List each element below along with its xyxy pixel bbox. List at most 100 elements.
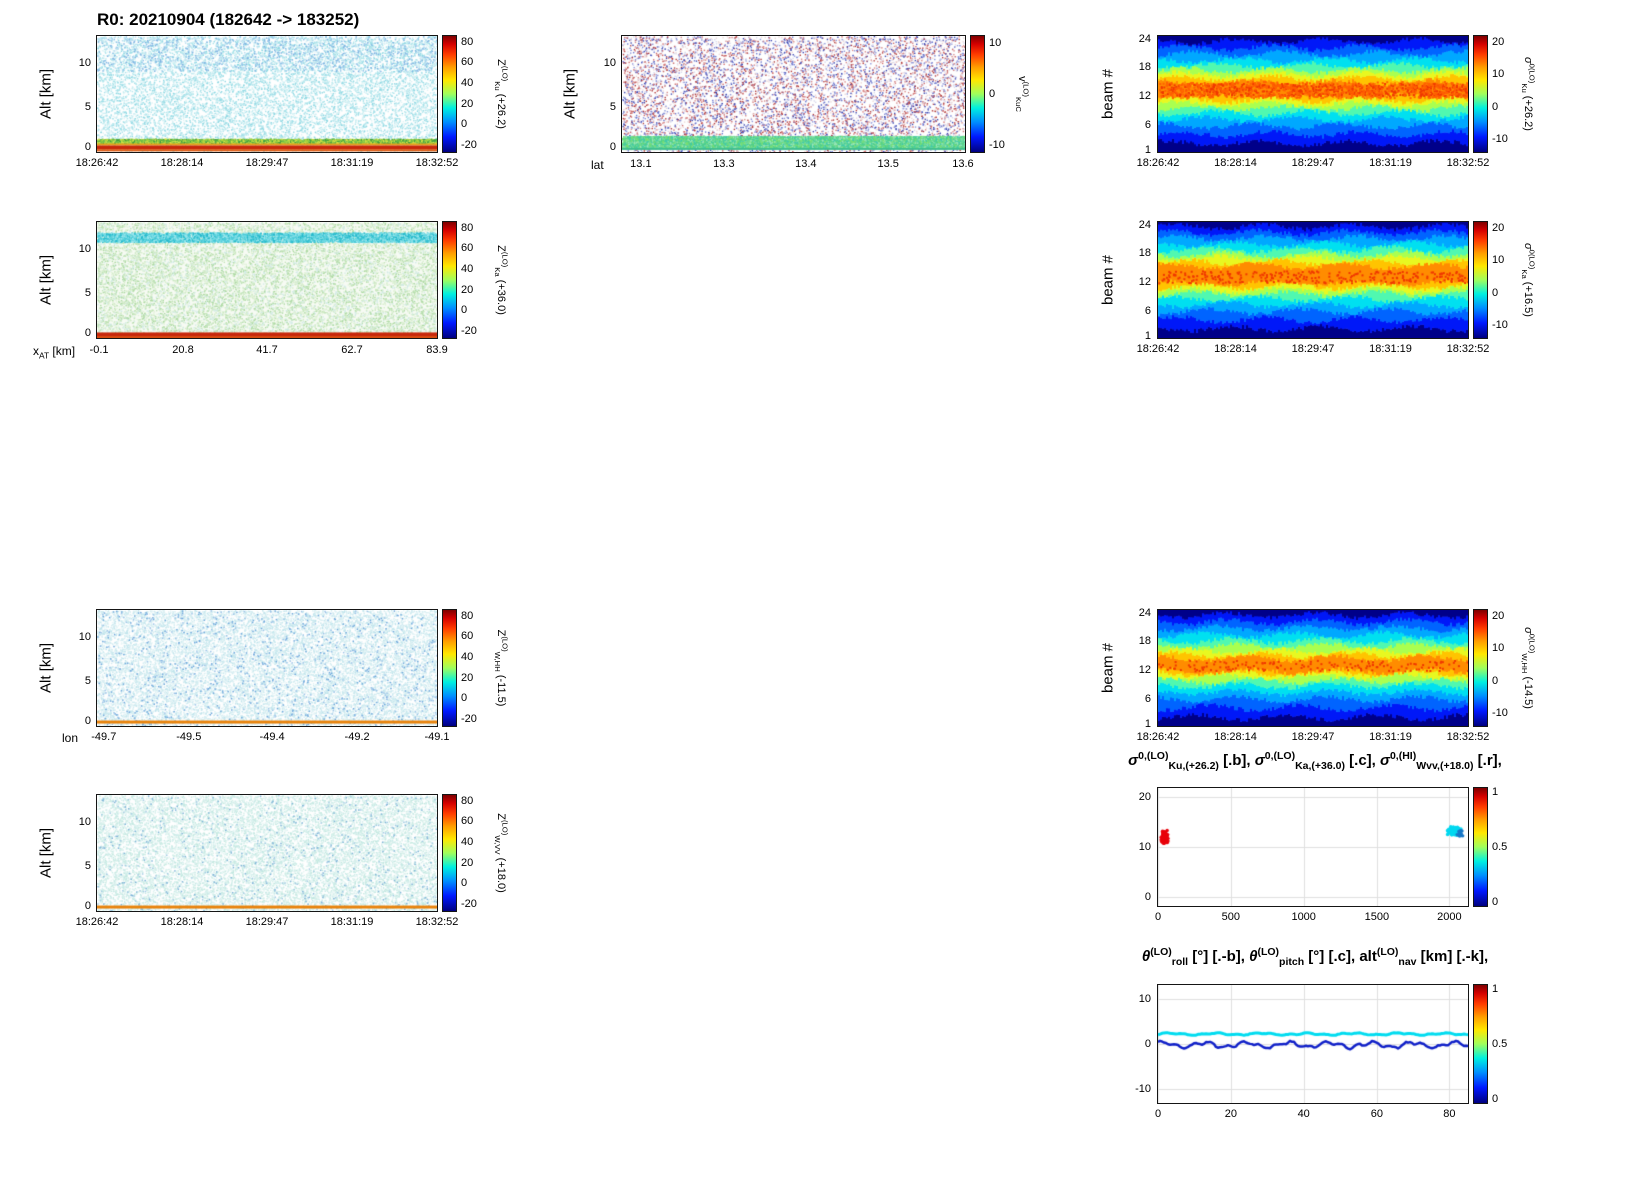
sigma-ku-cbar-ticks: 20 10 0 -10	[1489, 36, 1519, 152]
label-part: Z	[495, 245, 507, 252]
tick-label: 41.7	[256, 344, 278, 356]
sigma-whh-colorbar	[1473, 609, 1488, 727]
tick-label: 80	[461, 35, 474, 48]
figure-title: R0: 20210904 (182642 -> 183252)	[97, 10, 360, 29]
sigma-ka-heatmap	[1158, 222, 1468, 338]
label-part: 0,(HI)	[1389, 750, 1417, 762]
tick-label: 40	[461, 836, 474, 849]
tick-label: 20	[1224, 1108, 1237, 1120]
label-part: σ	[1254, 752, 1265, 769]
label-part: Ku	[1519, 83, 1529, 93]
tick-label: 12	[1138, 664, 1151, 677]
tick-label: 0	[1144, 1038, 1151, 1050]
tick-label: 10	[78, 815, 91, 828]
tick-label: 18:28:14	[1214, 731, 1257, 743]
vkuc-xticks: 13.1 13.3 13.4 13.5 13.6	[622, 158, 974, 173]
vkuc-heatmap	[622, 36, 965, 152]
tick-label: 10	[603, 56, 616, 69]
tick-label: -49.7	[91, 731, 117, 743]
label-part: (LO)	[1150, 946, 1172, 958]
panel-vkuc	[621, 35, 966, 153]
label-part: (+26.2)	[495, 90, 507, 129]
zwhh-cbar-ticks: 80 60 40 20 0 -20	[458, 610, 488, 726]
panel-sigma-ku	[1157, 35, 1469, 153]
sigma-ka-cbar-ticks: 20 10 0 -10	[1489, 222, 1519, 338]
tick-label: 2000	[1437, 911, 1462, 923]
scatter-title: σ0,(LO)Ku,(+26.2) [.b], σ0,(LO)Ka,(+36.0…	[1080, 750, 1550, 772]
sigma-ka-colorbar	[1473, 221, 1488, 339]
tick-label: 20.8	[172, 344, 194, 356]
label-part: θ	[1249, 948, 1258, 965]
tick-label: -20	[461, 898, 477, 911]
label-part: KuC	[1013, 96, 1023, 112]
zku-cbar-label: Z(LO)Ku (+26.2)	[492, 59, 510, 129]
zka-xticks: -0.1 20.8 41.7 62.7 83.9	[90, 344, 448, 359]
label-part: Ka,(+36.0)	[1295, 760, 1345, 772]
tick-label: 5	[84, 101, 91, 114]
tick-label: 0	[461, 304, 468, 317]
label-part: [km]	[49, 344, 76, 358]
label-part: σ	[1380, 752, 1390, 769]
tick-label: 24	[1138, 607, 1151, 620]
tick-label: 18:26:42	[1136, 157, 1180, 169]
label-part: Z	[495, 813, 507, 820]
tick-label: 80	[461, 221, 474, 234]
label-part: (LO)	[500, 65, 510, 82]
label-part: (LO)	[1376, 946, 1399, 958]
label-part: Wvv,(+18.0)	[1416, 760, 1474, 772]
label-part: W,HH	[1519, 653, 1529, 674]
tick-label: 18:28:14	[1214, 157, 1257, 169]
tick-label: 10	[78, 630, 91, 643]
zka-ylabel: Alt [km]	[37, 254, 55, 306]
panel-nav	[1157, 984, 1469, 1104]
label-part: σ	[1522, 243, 1534, 250]
label-part: Z	[495, 59, 507, 66]
label-part: Ku	[492, 81, 502, 91]
tick-label: 18:29:47	[1291, 343, 1335, 355]
zwvv-colorbar	[442, 794, 457, 912]
tick-label: 13.6	[952, 158, 974, 170]
tick-label: 18:31:19	[1369, 343, 1412, 355]
tick-label: 80	[1443, 1108, 1456, 1120]
zka-yticks: 10 5 0	[58, 222, 94, 340]
sigma-whh-cbar-label: σ0(LO)W,HH (-14.5)	[1519, 627, 1537, 709]
tick-label: 18:32:52	[1446, 731, 1490, 743]
tick-label: 1	[1144, 329, 1151, 342]
panel-zwhh	[96, 609, 438, 727]
label-part: σ	[1522, 57, 1534, 64]
tick-label: 20	[1138, 791, 1151, 804]
tick-label: 0	[84, 141, 91, 154]
tick-label: 0	[84, 900, 91, 913]
panel-zka	[96, 221, 438, 339]
tick-label: 24	[1138, 219, 1151, 232]
zka-cbar-label: Z(LO)Ka (+36.0)	[493, 245, 510, 315]
sigma-ka-ylabel: beam #	[1099, 254, 1117, 306]
tick-label: 18:32:52	[415, 916, 459, 928]
nav-yticks: 10 0 -10	[1120, 985, 1154, 1103]
tick-label: 12	[1138, 276, 1151, 289]
label-part: (LO)	[1021, 81, 1031, 97]
tick-label: 18:31:19	[330, 157, 374, 169]
label-part: (+18.0)	[495, 854, 507, 893]
zwhh-ylabel: Alt [km]	[37, 642, 55, 694]
sigma-ku-ylabel: beam #	[1099, 68, 1117, 120]
tick-label: 18:31:19	[1369, 157, 1412, 169]
label-part: alt	[1359, 948, 1377, 965]
zwvv-xticks: 18:26:42 18:28:14 18:29:47 18:31:19 18:32:52	[76, 916, 459, 931]
tick-label: 18:26:42	[75, 916, 119, 928]
tick-label: 18:28:14	[1214, 343, 1257, 355]
tick-label: -20	[461, 713, 477, 726]
label-part: [.c],	[1344, 752, 1380, 769]
tick-label: 10	[1492, 68, 1505, 81]
panel-zwvv	[96, 794, 438, 912]
tick-label: 5	[84, 287, 91, 300]
zku-xticks: 18:26:42 18:28:14 18:29:47 18:31:19 18:32:52	[76, 157, 459, 172]
tick-label: 10	[1138, 841, 1151, 853]
tick-label: 10	[989, 36, 1002, 49]
sigma-ku-xticks: 18:26:42 18:28:14 18:29:47 18:31:19 18:32:52	[1137, 157, 1490, 172]
tick-label: -49.2	[344, 731, 370, 743]
tick-label: -10	[1135, 1083, 1151, 1096]
label-part: 0,(LO)	[1138, 750, 1169, 762]
sigma-ka-cbar-label: σ0(LO)Ka (+16.5)	[1520, 243, 1537, 317]
